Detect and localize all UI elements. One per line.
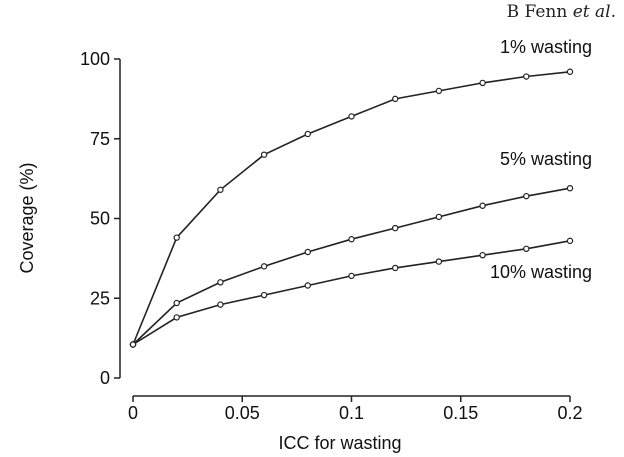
data-point <box>260 263 268 270</box>
data-point <box>348 236 355 243</box>
data-point <box>566 184 574 192</box>
data-point <box>392 264 399 272</box>
series-label: 5% wasting <box>500 149 592 169</box>
data-point <box>435 258 443 265</box>
y-tick-label: 50 <box>90 209 110 229</box>
header-authors: B Fenn <box>506 2 568 22</box>
series-label: 10% wasting <box>490 262 592 282</box>
data-point <box>566 237 574 245</box>
series-label: 1% wasting <box>500 37 592 57</box>
y-tick-label: 100 <box>80 49 110 69</box>
x-axis-title: ICC for wasting <box>278 433 401 453</box>
data-point <box>304 130 311 138</box>
x-tick-label: 0.05 <box>225 403 260 423</box>
data-point <box>173 299 180 307</box>
data-point <box>566 68 574 75</box>
data-point <box>304 248 311 256</box>
series-group: 1% wasting 5% wasting 10% wasting <box>129 37 592 348</box>
data-point <box>392 224 399 232</box>
data-point <box>348 113 355 120</box>
data-point <box>523 73 530 80</box>
data-point <box>129 341 137 348</box>
axes: 0 25 50 75 100 0 0.05 0.1 0.15 0.2 <box>80 49 583 423</box>
data-point <box>479 79 486 87</box>
data-point <box>217 279 224 286</box>
running-header: B Fenn et al. <box>507 2 616 22</box>
header-et-al: et al. <box>572 2 616 22</box>
data-point <box>304 282 311 289</box>
data-point <box>217 301 224 308</box>
data-point <box>435 213 443 221</box>
data-point <box>173 234 180 241</box>
data-point <box>348 272 355 280</box>
series-line <box>132 71 571 345</box>
data-point <box>523 192 530 200</box>
x-tick-label: 0 <box>128 403 138 423</box>
y-tick-label: 0 <box>100 368 110 388</box>
x-tick-label: 0.2 <box>557 403 582 423</box>
y-tick-label: 75 <box>90 129 110 149</box>
data-point <box>260 291 268 299</box>
data-point <box>260 151 268 158</box>
x-tick-label: 0.15 <box>443 403 478 423</box>
data-point <box>479 202 486 209</box>
data-point <box>392 95 399 103</box>
data-point <box>435 87 443 95</box>
data-point <box>217 186 224 193</box>
x-tick-label: 0.1 <box>339 403 364 423</box>
y-axis-title: Coverage (%) <box>17 162 37 273</box>
data-point <box>173 314 180 321</box>
data-point <box>479 251 486 259</box>
y-tick-label: 25 <box>90 288 110 308</box>
data-point <box>523 245 530 253</box>
